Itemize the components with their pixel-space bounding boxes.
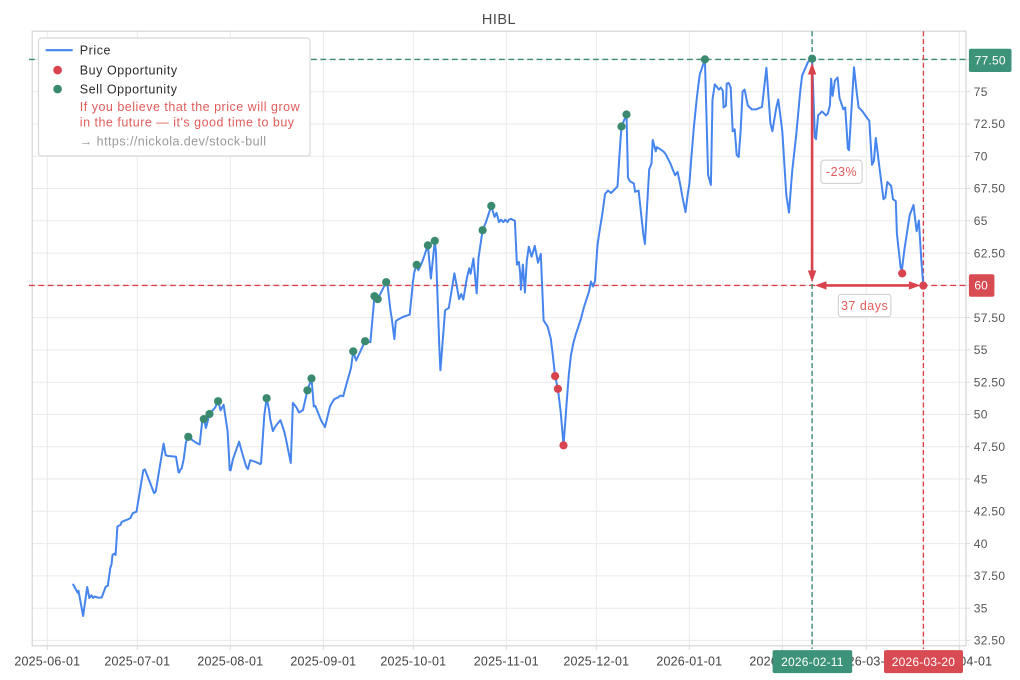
svg-text:32.50: 32.50 [974, 634, 1006, 648]
svg-text:37 days: 37 days [841, 299, 888, 313]
svg-text:If you believe that the price: If you believe that the price will grow [80, 100, 301, 114]
svg-text:72.50: 72.50 [974, 117, 1006, 131]
svg-text:-23%: -23% [826, 165, 857, 179]
svg-text:37.50: 37.50 [974, 569, 1006, 583]
svg-text:2025-11-01: 2025-11-01 [474, 655, 539, 669]
svg-text:2026-02-11: 2026-02-11 [781, 655, 844, 669]
svg-text:45: 45 [974, 472, 988, 486]
svg-text:62.50: 62.50 [974, 246, 1006, 260]
svg-text:HIBL: HIBL [482, 12, 516, 28]
svg-text:2025-06-01: 2025-06-01 [14, 655, 80, 669]
svg-text:55: 55 [974, 343, 988, 357]
svg-text:75: 75 [974, 85, 988, 99]
svg-text:42.50: 42.50 [974, 505, 1006, 519]
svg-text:77.50: 77.50 [975, 54, 1006, 68]
svg-text:35: 35 [974, 601, 988, 615]
svg-text:52.50: 52.50 [974, 375, 1006, 389]
svg-text:2025-07-01: 2025-07-01 [104, 655, 170, 669]
svg-text:50: 50 [974, 408, 988, 422]
svg-text:Sell Opportunity: Sell Opportunity [80, 82, 178, 96]
svg-text:2025-09-01: 2025-09-01 [290, 655, 356, 669]
svg-text:65: 65 [974, 214, 988, 228]
svg-text:60: 60 [974, 279, 988, 293]
svg-text:in the future — it's good time: in the future — it's good time to buy [80, 116, 295, 130]
svg-text:2025-08-01: 2025-08-01 [197, 655, 263, 669]
svg-text:Price: Price [80, 44, 111, 58]
svg-text:67.50: 67.50 [974, 182, 1006, 196]
svg-text:→ https://nickola.dev/stock-bu: → https://nickola.dev/stock-bull [80, 135, 267, 149]
svg-text:57.50: 57.50 [974, 311, 1006, 325]
svg-text:70: 70 [974, 149, 988, 163]
svg-text:2026-03-20: 2026-03-20 [892, 655, 956, 669]
svg-text:2026-01-01: 2026-01-01 [656, 655, 722, 669]
svg-text:47.50: 47.50 [974, 440, 1006, 454]
svg-text:Buy Opportunity: Buy Opportunity [80, 63, 178, 77]
svg-text:2025-10-01: 2025-10-01 [380, 655, 446, 669]
svg-text:40: 40 [974, 537, 988, 551]
svg-text:2025-12-01: 2025-12-01 [563, 655, 629, 669]
